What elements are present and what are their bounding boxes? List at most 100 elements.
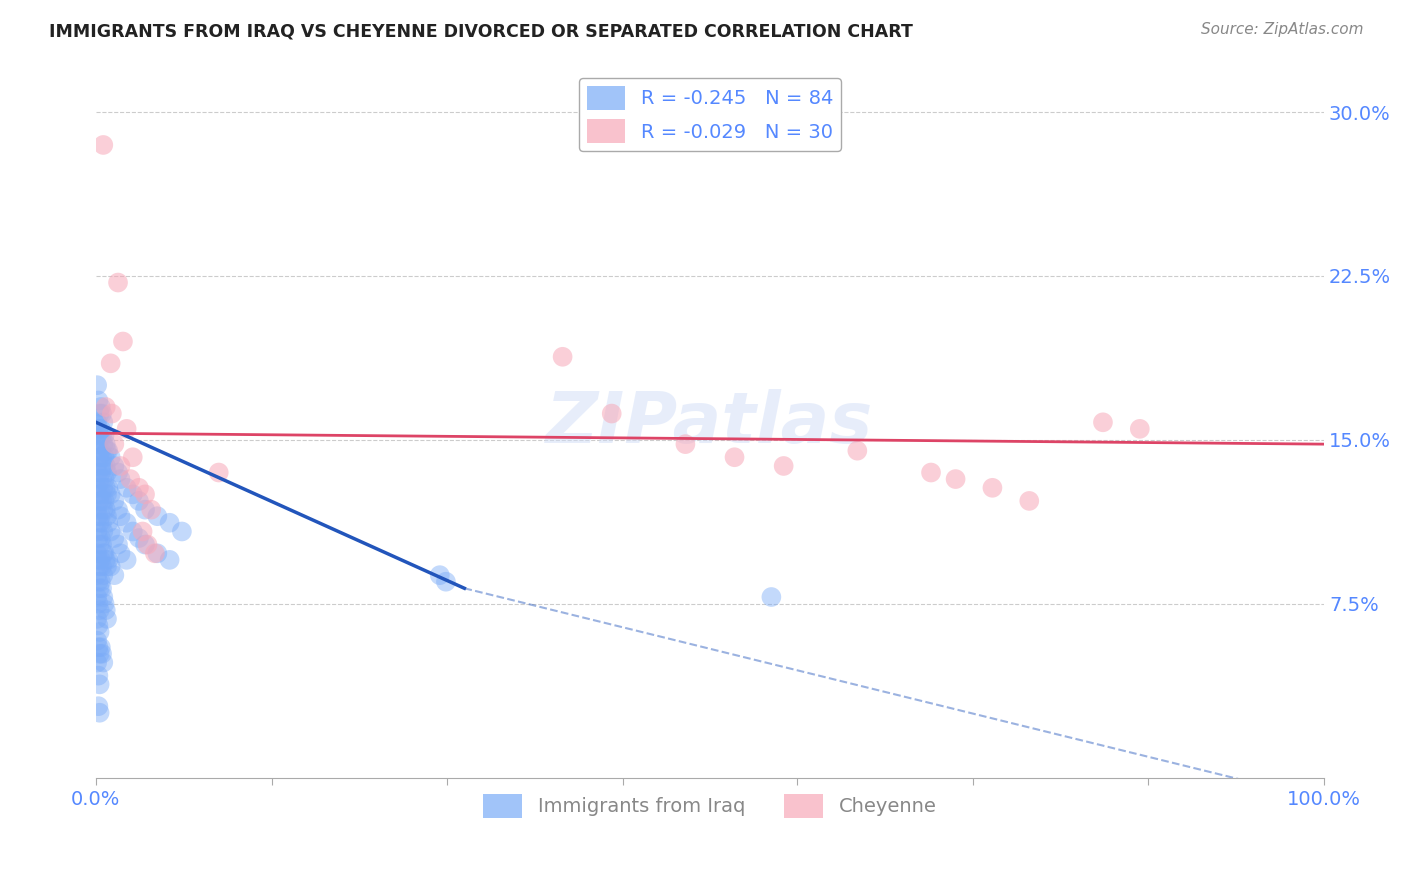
Point xyxy=(94,481,117,495)
Point xyxy=(115,422,138,436)
Point xyxy=(91,472,114,486)
Point xyxy=(100,487,122,501)
Point xyxy=(89,624,111,639)
Point xyxy=(121,524,143,539)
Point xyxy=(110,458,132,473)
Point xyxy=(90,509,112,524)
Point xyxy=(86,524,108,539)
Point xyxy=(91,450,114,465)
Point xyxy=(87,466,110,480)
Point xyxy=(723,450,745,465)
Point xyxy=(90,574,112,589)
Point xyxy=(91,516,114,530)
Point xyxy=(208,466,231,480)
Point xyxy=(100,559,122,574)
Point xyxy=(772,458,794,473)
Point xyxy=(100,524,122,539)
Point xyxy=(93,546,115,560)
Point xyxy=(981,481,1004,495)
Point xyxy=(93,450,115,465)
Point xyxy=(143,546,166,560)
Point xyxy=(128,531,150,545)
Point xyxy=(1018,494,1040,508)
Point xyxy=(86,378,108,392)
Point xyxy=(90,466,112,480)
Point xyxy=(121,450,143,465)
Point xyxy=(86,568,108,582)
Point xyxy=(89,603,111,617)
Point xyxy=(103,437,125,451)
Point xyxy=(87,531,110,545)
Point xyxy=(110,472,132,486)
Point xyxy=(90,553,112,567)
Point xyxy=(107,466,129,480)
Point xyxy=(87,487,110,501)
Text: Source: ZipAtlas.com: Source: ZipAtlas.com xyxy=(1201,22,1364,37)
Point xyxy=(146,509,169,524)
Point xyxy=(94,502,117,516)
Point xyxy=(103,568,125,582)
Point xyxy=(96,487,118,501)
Point xyxy=(89,494,111,508)
Point xyxy=(91,546,114,560)
Point xyxy=(90,640,112,655)
Point xyxy=(87,422,110,436)
Point xyxy=(90,531,112,545)
Point xyxy=(115,481,138,495)
Point xyxy=(673,437,696,451)
Point xyxy=(87,668,110,682)
Point xyxy=(91,458,114,473)
Point xyxy=(93,494,115,508)
Point xyxy=(93,597,115,611)
Point xyxy=(120,472,142,486)
Point xyxy=(86,612,108,626)
Point xyxy=(91,568,114,582)
Point xyxy=(90,443,112,458)
Point xyxy=(90,422,112,436)
Point xyxy=(121,487,143,501)
Point xyxy=(1091,415,1114,429)
Point xyxy=(86,546,108,560)
Point xyxy=(134,487,156,501)
Point xyxy=(91,407,114,421)
Point xyxy=(100,450,122,465)
Point xyxy=(170,524,193,539)
Legend: Immigrants from Iraq, Cheyenne: Immigrants from Iraq, Cheyenne xyxy=(475,786,945,825)
Point xyxy=(128,494,150,508)
Point xyxy=(159,553,181,567)
Point xyxy=(103,458,125,473)
Point xyxy=(91,437,114,451)
Point xyxy=(134,502,156,516)
Point xyxy=(97,443,120,458)
Point xyxy=(91,524,114,539)
Point xyxy=(111,334,134,349)
Point xyxy=(945,472,967,486)
Point xyxy=(96,612,118,626)
Point xyxy=(89,538,111,552)
Point xyxy=(87,618,110,632)
Point xyxy=(91,138,114,153)
Point xyxy=(91,415,114,429)
Point xyxy=(429,568,451,582)
Point xyxy=(87,443,110,458)
Point xyxy=(89,516,111,530)
Point xyxy=(89,450,111,465)
Point xyxy=(87,574,110,589)
Point xyxy=(87,640,110,655)
Text: IMMIGRANTS FROM IRAQ VS CHEYENNE DIVORCED OR SEPARATED CORRELATION CHART: IMMIGRANTS FROM IRAQ VS CHEYENNE DIVORCE… xyxy=(49,22,912,40)
Point xyxy=(434,574,457,589)
Point xyxy=(110,509,132,524)
Point xyxy=(131,524,153,539)
Point xyxy=(93,428,115,442)
Point xyxy=(134,538,156,552)
Point xyxy=(87,509,110,524)
Point xyxy=(90,487,112,501)
Point xyxy=(90,400,112,414)
Point xyxy=(91,481,114,495)
Point xyxy=(91,590,114,604)
Point xyxy=(91,428,114,442)
Point xyxy=(920,466,942,480)
Point xyxy=(86,481,108,495)
Point xyxy=(91,656,114,670)
Point xyxy=(89,407,111,421)
